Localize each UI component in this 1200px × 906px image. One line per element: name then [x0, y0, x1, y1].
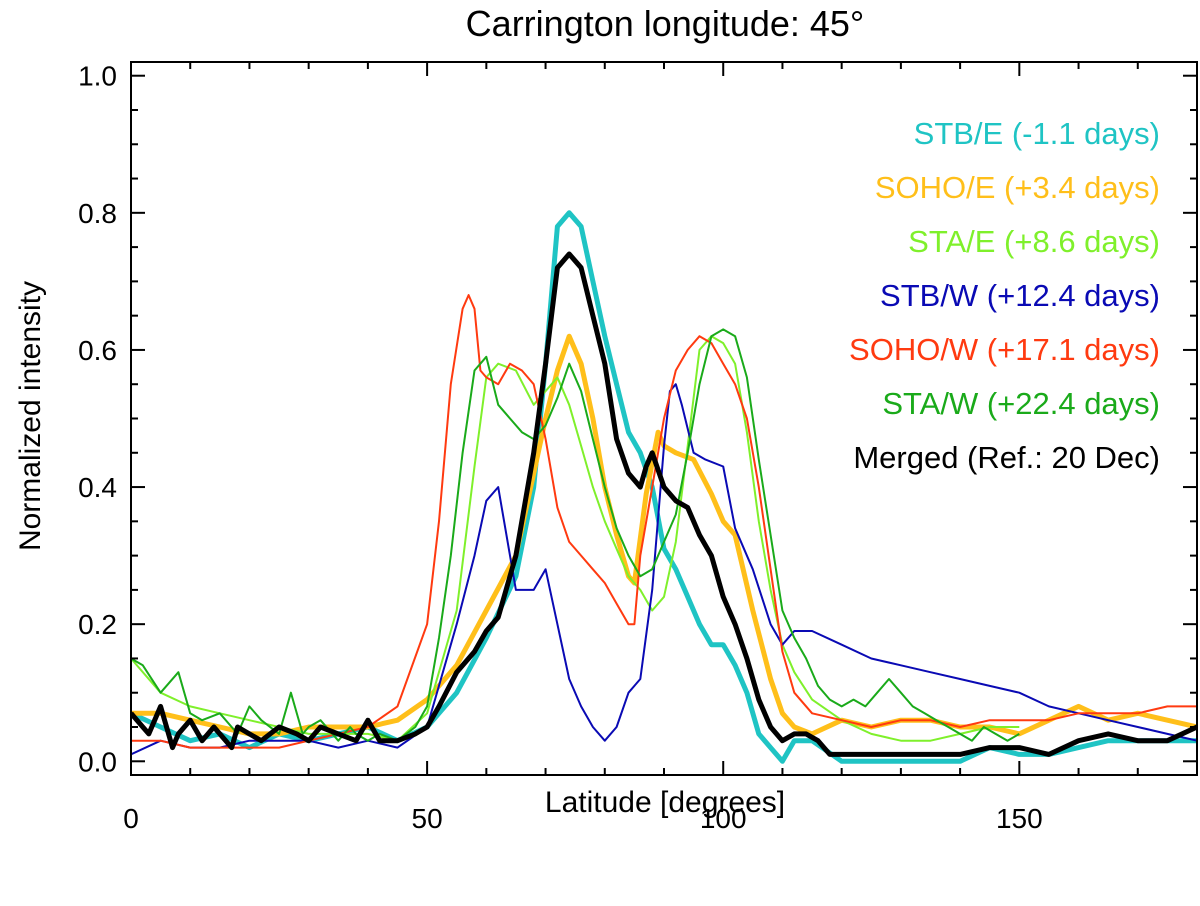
legend-entry-3: STB/W (+12.4 days) — [880, 278, 1160, 313]
x-tick-label: 100 — [700, 803, 747, 834]
y-axis-label: Normalized intensity — [14, 281, 47, 551]
legend-entry-0: STB/E (-1.1 days) — [914, 116, 1160, 151]
legend: STB/E (-1.1 days) SOHO/E (+3.4 days) STA/E… — [849, 116, 1160, 475]
legend-entry-2: STA/E (+8.6 days) — [908, 224, 1160, 259]
chart-title: Carrington longitude: 45° — [466, 3, 865, 44]
series-line-5 — [131, 328, 1020, 742]
y-tick-label: 1.0 — [78, 61, 117, 92]
x-tick-label: 0 — [123, 803, 139, 834]
series-line-3 — [131, 383, 1197, 756]
y-tick-label: 0.8 — [78, 198, 117, 229]
legend-entry-5: STA/W (+22.4 days) — [882, 386, 1160, 421]
x-axis-label: Latitude [degrees] — [545, 786, 785, 819]
series-line-4 — [131, 294, 1197, 749]
y-tick-label: 0.4 — [78, 472, 117, 503]
x-tick-label: 50 — [412, 803, 443, 834]
series-layer — [131, 210, 1197, 764]
legend-entry-1: SOHO/E (+3.4 days) — [875, 170, 1160, 205]
legend-entry-4: SOHO/W (+17.1 days) — [849, 332, 1160, 367]
y-tick-label: 0.2 — [78, 609, 117, 640]
y-tick-label: 0.0 — [78, 746, 117, 777]
series-line-6 — [131, 251, 1197, 757]
x-tick-label: 150 — [996, 803, 1043, 834]
legend-entry-6: Merged (Ref.: 20 Dec) — [853, 440, 1160, 475]
axes-layer: 0 50 100 150 0.0 0.2 0.4 0.6 0.8 1.0 — [78, 61, 1198, 834]
y-tick-label: 0.6 — [78, 335, 117, 366]
